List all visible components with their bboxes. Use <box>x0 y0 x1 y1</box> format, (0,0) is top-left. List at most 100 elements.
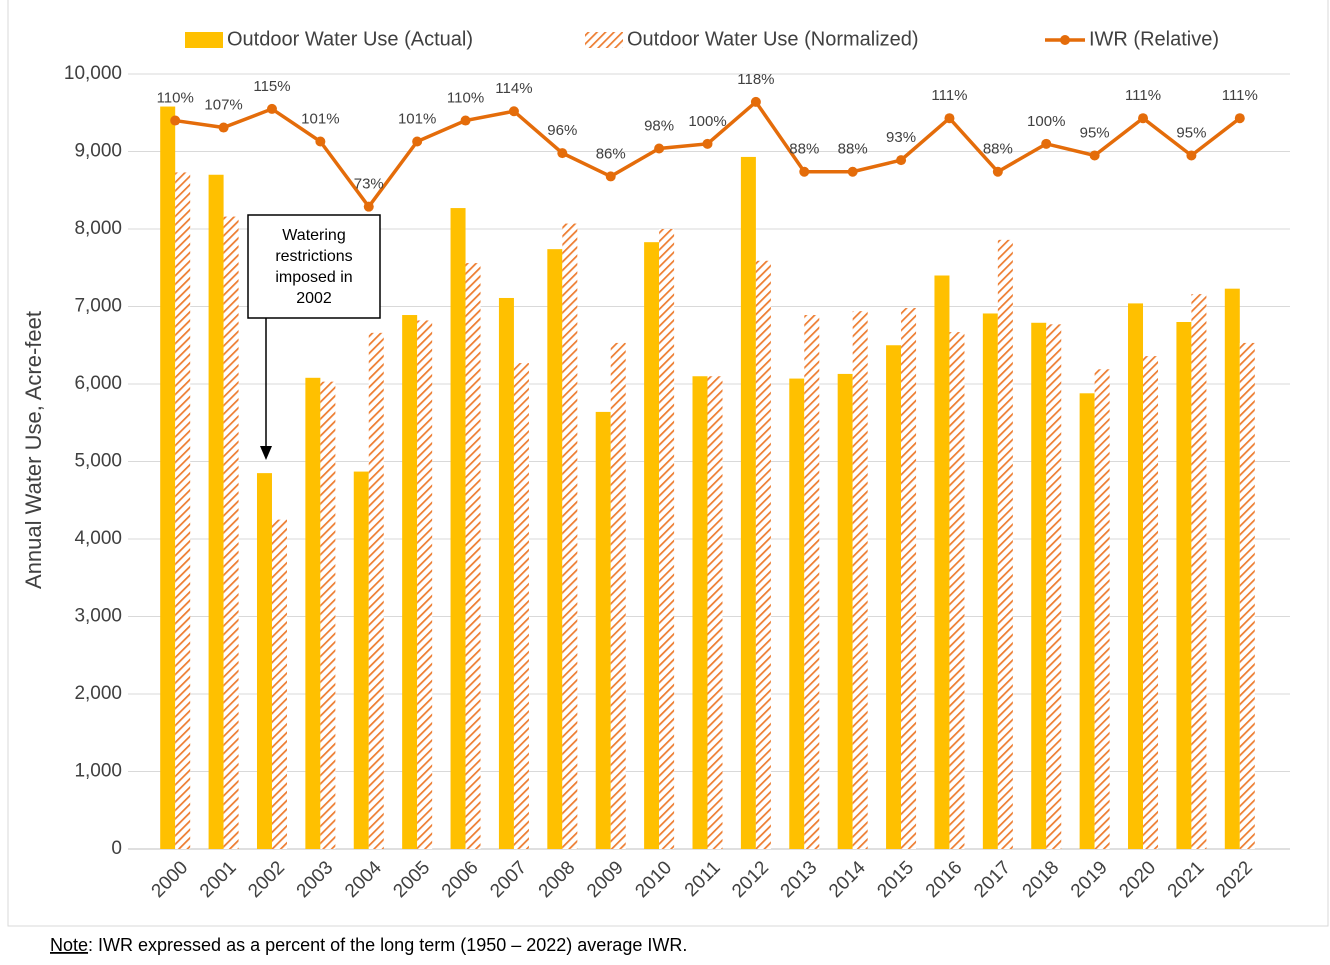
bar <box>789 378 805 849</box>
x-tick-label: 2003 <box>293 857 338 902</box>
data-label: 95% <box>1080 124 1110 141</box>
bar <box>949 332 965 849</box>
line-marker <box>508 106 519 117</box>
bar <box>208 174 224 849</box>
line-marker <box>702 138 713 149</box>
y-tick-label: 2,000 <box>74 683 122 704</box>
x-tick-label: 2012 <box>728 857 773 902</box>
bar <box>160 106 176 850</box>
data-label: 93% <box>886 129 916 146</box>
x-tick-label: 2002 <box>244 857 289 902</box>
annotation-box <box>247 214 381 319</box>
line-marker <box>315 136 326 147</box>
y-tick-label: 7,000 <box>74 296 122 317</box>
data-label: 115% <box>253 78 290 95</box>
line-marker <box>557 148 568 159</box>
data-label: 95% <box>1176 124 1206 141</box>
line-marker <box>412 136 423 147</box>
legend-swatch <box>185 32 223 48</box>
y-tick-label: 1,000 <box>74 761 122 782</box>
bar <box>368 332 384 850</box>
x-tick-label: 2011 <box>681 857 725 901</box>
bars <box>160 106 1255 850</box>
bar <box>1191 294 1207 850</box>
data-label: 100% <box>1027 113 1065 130</box>
bar <box>1176 322 1192 849</box>
bar <box>175 172 191 850</box>
x-tick-label: 2007 <box>486 857 531 902</box>
y-tick-label: 8,000 <box>74 218 122 239</box>
line-marker <box>1138 113 1149 124</box>
bar <box>886 345 902 849</box>
x-tick-label: 2009 <box>583 857 628 902</box>
annotation-text: imposed in <box>275 269 352 286</box>
note-text: : IWR expressed as a percent of the long… <box>88 935 687 955</box>
legend-label: Outdoor Water Use (Normalized) <box>627 28 919 50</box>
x-tick-label: 2010 <box>631 857 676 902</box>
data-label: 110% <box>157 90 194 107</box>
x-tick-label: 2001 <box>196 857 241 902</box>
bar <box>562 223 578 849</box>
y-tick-label: 4,000 <box>74 528 122 549</box>
data-label: 111% <box>1222 87 1258 104</box>
bar <box>982 313 998 850</box>
x-tick-label: 2020 <box>1115 857 1160 902</box>
y-tick-label: 5,000 <box>74 451 122 472</box>
bar <box>1128 303 1144 849</box>
line-marker <box>363 201 374 212</box>
line-marker <box>799 166 810 177</box>
data-label: 110% <box>447 90 484 107</box>
bar <box>997 239 1013 850</box>
bar <box>1079 393 1095 849</box>
bar <box>513 363 529 849</box>
line-marker <box>847 166 858 177</box>
bar <box>450 208 466 849</box>
line-marker <box>750 96 761 107</box>
bar <box>320 381 336 849</box>
x-tick-label: 2019 <box>1067 857 1112 902</box>
legend: Outdoor Water Use (Actual) Outdoor Water … <box>185 28 1219 50</box>
data-label: 111% <box>1125 87 1161 104</box>
line-marker <box>944 113 955 124</box>
x-tick-label: 2005 <box>389 857 434 902</box>
x-tick-label: 2021 <box>1164 857 1209 902</box>
bar <box>707 376 723 849</box>
data-label: 73% <box>354 176 384 193</box>
bar <box>465 263 481 850</box>
y-tick-label: 9,000 <box>74 141 122 162</box>
data-label: 101% <box>301 110 339 127</box>
data-label: 88% <box>789 141 819 158</box>
line-marker <box>1186 150 1197 161</box>
legend-label: IWR (Relative) <box>1089 28 1219 50</box>
bar <box>644 242 660 850</box>
bar <box>804 315 820 849</box>
x-tick-label: 2004 <box>341 857 386 902</box>
y-tick-label: 10,000 <box>64 63 122 84</box>
bar <box>659 229 675 849</box>
x-tick-label: 2014 <box>825 857 870 902</box>
bar <box>1143 356 1159 849</box>
data-label: 88% <box>838 141 868 158</box>
y-axis-label: Annual Water Use, Acre-feet <box>21 311 46 589</box>
data-label: 111% <box>931 87 967 104</box>
line-marker <box>218 122 229 133</box>
bar <box>256 473 272 849</box>
annotation-text: Watering <box>282 227 345 244</box>
annotation-text: 2002 <box>296 290 332 307</box>
bar <box>271 519 287 849</box>
data-label: 96% <box>547 122 577 139</box>
bar <box>498 297 514 850</box>
x-tick-label: 2016 <box>922 857 967 902</box>
line-marker <box>460 115 471 126</box>
bar <box>755 260 771 849</box>
chart-border <box>7 0 1329 927</box>
line-marker <box>1234 113 1245 124</box>
bar <box>417 320 433 849</box>
data-label: 114% <box>495 80 532 97</box>
bar <box>305 377 321 849</box>
y-tick-label: 3,000 <box>74 606 122 627</box>
bar <box>901 308 917 849</box>
data-label: 101% <box>398 110 436 127</box>
x-tick-label: 2022 <box>1212 857 1257 902</box>
